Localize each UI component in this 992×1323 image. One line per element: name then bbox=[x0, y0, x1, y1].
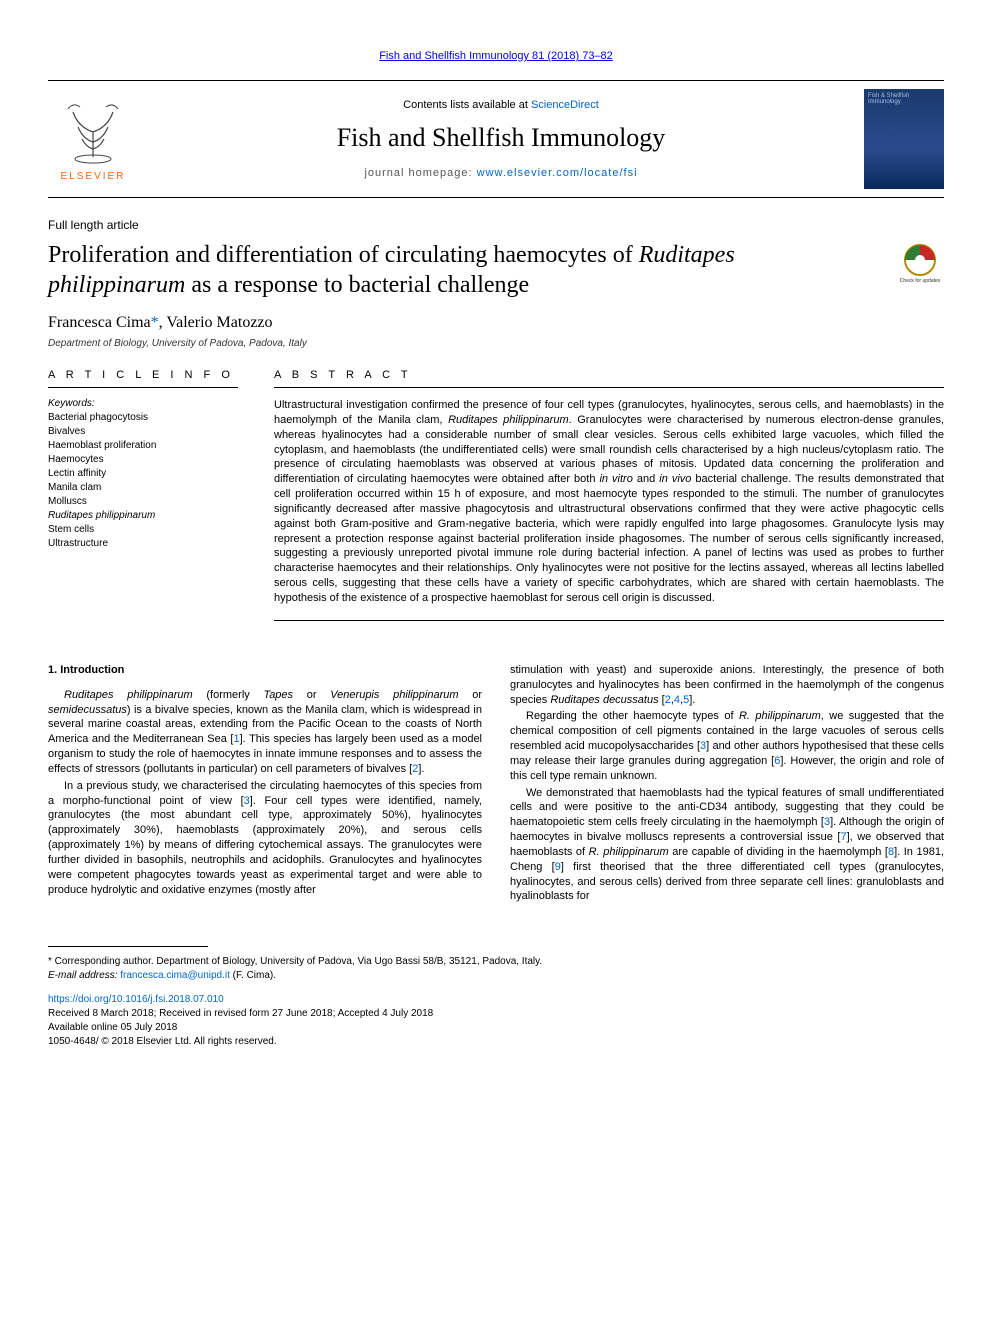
journal-cover-thumb: Fish & Shellfish Immunology bbox=[864, 89, 944, 189]
homepage-prefix: journal homepage: bbox=[364, 167, 476, 179]
citation-link[interactable]: 9 bbox=[555, 861, 561, 873]
keyword-item: Manila clam bbox=[48, 481, 238, 495]
citation-link[interactable]: 7 bbox=[840, 831, 846, 843]
keyword-item: Ultrastructure bbox=[48, 537, 238, 551]
title-prefix: Proliferation and differentiation of cir… bbox=[48, 242, 639, 268]
abstract-heading: A B S T R A C T bbox=[274, 369, 944, 388]
abstract-column: A B S T R A C T Ultrastructural investig… bbox=[274, 369, 944, 621]
keywords-label: Keywords: bbox=[48, 398, 238, 409]
copyright-line: 1050-4648/ © 2018 Elsevier Ltd. All righ… bbox=[48, 1036, 277, 1047]
article-title: Proliferation and differentiation of cir… bbox=[48, 240, 876, 300]
title-suffix: as a response to bacterial challenge bbox=[185, 272, 529, 298]
elsevier-tree-icon bbox=[58, 97, 128, 167]
citation-link[interactable]: 3 bbox=[244, 795, 250, 807]
citation-link[interactable]: 2 bbox=[665, 694, 671, 706]
corr-text: Corresponding author. Department of Biol… bbox=[52, 956, 542, 967]
elsevier-wordmark: ELSEVIER bbox=[61, 171, 126, 182]
keyword-item: Ruditapes philippinarum bbox=[48, 509, 238, 523]
keyword-item: Molluscs bbox=[48, 495, 238, 509]
author-2: , Valerio Matozzo bbox=[159, 314, 273, 331]
doi-link[interactable]: https://doi.org/10.1016/j.fsi.2018.07.01… bbox=[48, 994, 224, 1005]
homepage-link[interactable]: www.elsevier.com/locate/fsi bbox=[477, 167, 638, 179]
journal-title: Fish and Shellfish Immunology bbox=[150, 123, 852, 153]
citation-link[interactable]: 5 bbox=[683, 694, 689, 706]
abstract-text: Ultrastructural investigation confirmed … bbox=[274, 398, 944, 621]
body-paragraph: stimulation with yeast) and superoxide a… bbox=[510, 663, 944, 708]
email-label: E-mail address: bbox=[48, 970, 120, 981]
author-1: Francesca Cima bbox=[48, 314, 151, 331]
keywords-list: Bacterial phagocytosisBivalvesHaemoblast… bbox=[48, 411, 238, 551]
corresponding-author-note: * Corresponding author. Department of Bi… bbox=[48, 955, 944, 983]
citation-link[interactable]: 8 bbox=[888, 846, 894, 858]
body-column-left: 1. Introduction Ruditapes philippinarum … bbox=[48, 663, 482, 907]
section-heading-intro: 1. Introduction bbox=[48, 663, 482, 678]
footnote-separator bbox=[48, 946, 208, 947]
check-for-updates-badge[interactable]: Check for updates bbox=[896, 240, 944, 288]
citation-link[interactable]: 2 bbox=[412, 763, 418, 775]
journal-header: ELSEVIER Contents lists available at Sci… bbox=[48, 80, 944, 198]
homepage-line: journal homepage: www.elsevier.com/locat… bbox=[150, 167, 852, 179]
keyword-item: Bacterial phagocytosis bbox=[48, 411, 238, 425]
authors: Francesca Cima*, Valerio Matozzo bbox=[48, 314, 944, 332]
doi-block: https://doi.org/10.1016/j.fsi.2018.07.01… bbox=[48, 993, 944, 1049]
citation-link[interactable]: 4 bbox=[674, 694, 680, 706]
body-paragraph: We demonstrated that haemoblasts had the… bbox=[510, 786, 944, 905]
email-suffix: (F. Cima). bbox=[230, 970, 276, 981]
body-paragraph: Ruditapes philippinarum (formerly Tapes … bbox=[48, 688, 482, 777]
body-paragraph: In a previous study, we characterised th… bbox=[48, 779, 482, 898]
article-info-column: A R T I C L E I N F O Keywords: Bacteria… bbox=[48, 369, 238, 621]
cover-thumb-text: Fish & Shellfish Immunology bbox=[868, 93, 940, 105]
keyword-item: Haemocytes bbox=[48, 453, 238, 467]
available-line: Available online 05 July 2018 bbox=[48, 1022, 177, 1033]
article-type: Full length article bbox=[48, 218, 944, 232]
body-paragraph: Regarding the other haemocyte types of R… bbox=[510, 709, 944, 783]
article-info-heading: A R T I C L E I N F O bbox=[48, 369, 238, 388]
sciencedirect-link[interactable]: ScienceDirect bbox=[531, 99, 599, 111]
citation-link[interactable]: 3 bbox=[700, 740, 706, 752]
keyword-item: Bivalves bbox=[48, 425, 238, 439]
elsevier-logo: ELSEVIER bbox=[48, 89, 138, 189]
citation-link[interactable]: 3 bbox=[824, 816, 830, 828]
body-column-right: stimulation with yeast) and superoxide a… bbox=[510, 663, 944, 907]
citation-link[interactable]: 6 bbox=[774, 755, 780, 767]
affiliation: Department of Biology, University of Pad… bbox=[48, 338, 944, 349]
contents-line: Contents lists available at ScienceDirec… bbox=[150, 99, 852, 111]
received-line: Received 8 March 2018; Received in revis… bbox=[48, 1008, 433, 1019]
keyword-item: Haemoblast proliferation bbox=[48, 439, 238, 453]
keyword-item: Stem cells bbox=[48, 523, 238, 537]
corr-email-link[interactable]: francesca.cima@unipd.it bbox=[120, 970, 230, 981]
svg-text:Check for updates: Check for updates bbox=[900, 278, 941, 284]
corr-marker-link[interactable]: * bbox=[151, 314, 159, 331]
keyword-item: Lectin affinity bbox=[48, 467, 238, 481]
issue-link[interactable]: Fish and Shellfish Immunology 81 (2018) … bbox=[379, 50, 613, 62]
contents-prefix: Contents lists available at bbox=[403, 99, 531, 111]
citation-link[interactable]: 1 bbox=[233, 733, 239, 745]
